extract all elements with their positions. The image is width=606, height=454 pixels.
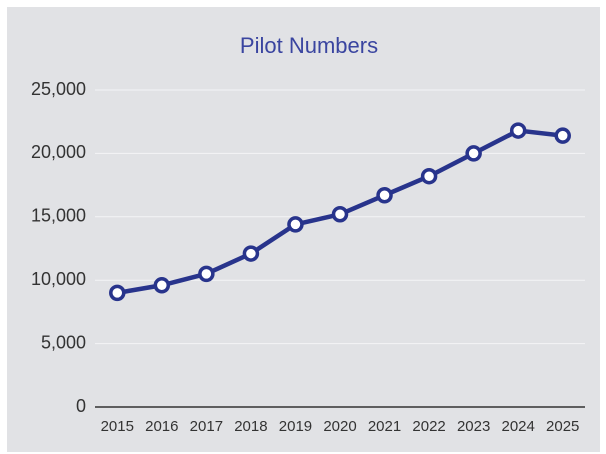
x-tick-label: 2017 xyxy=(190,418,223,435)
x-tick-label: 2019 xyxy=(279,418,312,435)
x-tick-label: 2018 xyxy=(234,418,267,435)
data-point xyxy=(376,186,393,204)
y-tick-label: 20,000 xyxy=(31,142,86,162)
chart-background xyxy=(7,7,600,452)
y-tick-label: 10,000 xyxy=(31,269,86,289)
x-tick-label: 2024 xyxy=(501,418,534,435)
data-point xyxy=(198,265,215,283)
x-tick-label: 2016 xyxy=(145,418,178,435)
x-tick-label: 2022 xyxy=(412,418,445,435)
y-tick-label: 15,000 xyxy=(31,206,86,226)
data-point xyxy=(109,284,126,302)
data-point xyxy=(153,277,171,294)
data-point xyxy=(242,245,260,262)
x-tick-label: 2021 xyxy=(368,418,401,435)
y-tick-label: 25,000 xyxy=(31,79,86,99)
data-point xyxy=(554,127,571,144)
x-tick-label: 2023 xyxy=(457,418,490,435)
y-tick-label: 0 xyxy=(76,396,86,416)
data-point xyxy=(287,216,304,233)
data-point xyxy=(420,167,438,185)
data-point xyxy=(465,145,482,162)
x-tick-label: 2020 xyxy=(323,418,356,435)
x-tick-label: 2015 xyxy=(101,418,134,435)
data-point xyxy=(331,206,349,223)
y-tick-label: 5,000 xyxy=(41,332,86,352)
data-point xyxy=(509,122,527,139)
chart-title: Pilot Numbers xyxy=(240,33,378,58)
x-tick-label: 2025 xyxy=(546,418,579,435)
